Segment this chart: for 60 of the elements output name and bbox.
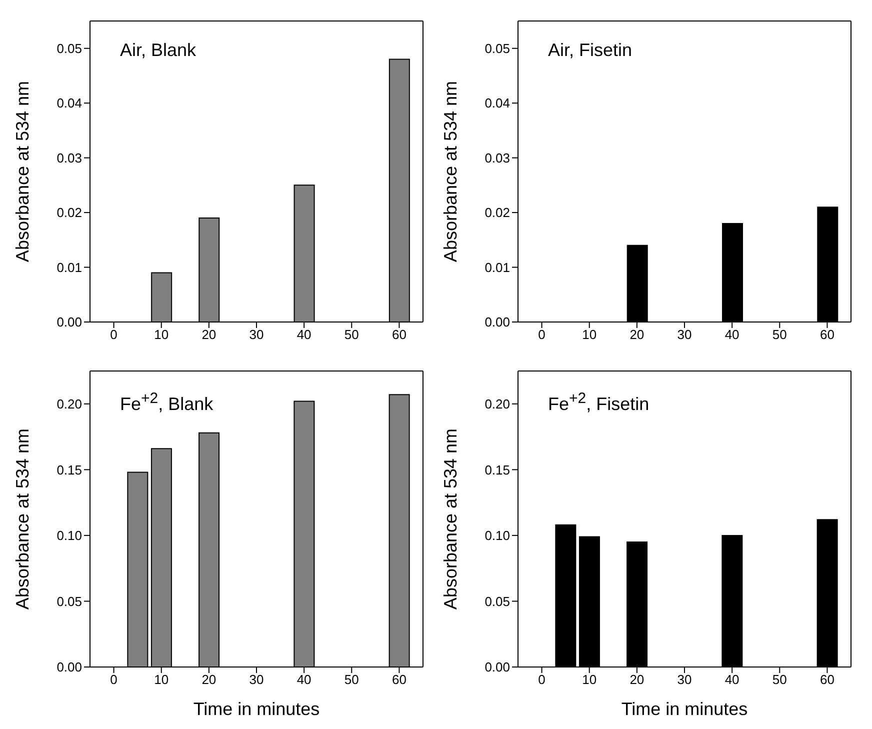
x-tick-label: 50	[344, 327, 359, 342]
x-tick-label: 50	[772, 327, 787, 342]
x-tick-label: 30	[249, 672, 264, 688]
x-tick-label: 30	[677, 327, 692, 342]
y-tick-label: 0.05	[484, 594, 510, 609]
x-tick-label: 10	[582, 327, 597, 342]
x-tick-label: 10	[154, 672, 169, 688]
x-tick-label: 30	[677, 672, 692, 688]
y-tick-label: 0.00	[56, 314, 82, 330]
x-tick-label: 40	[296, 327, 312, 342]
x-tick-label: 60	[392, 672, 406, 688]
y-tick-label: 0.03	[484, 150, 510, 166]
x-tick-label: 50	[344, 672, 359, 688]
annotation: Fe$^{+2}$, Blank	[120, 390, 214, 415]
x-tick-label: 40	[296, 672, 312, 688]
y-tick-label: 0.20	[56, 396, 82, 412]
x-axis-title: Time in minutes	[193, 699, 320, 719]
y-tick-label: 0.15	[484, 462, 510, 478]
y-axis-title: Absorbance at 534 nm	[440, 428, 460, 610]
x-tick-label: 60	[820, 327, 834, 342]
x-tick-label: 20	[202, 672, 216, 688]
x-tick-label: 0	[538, 327, 546, 342]
y-tick-label: 0.00	[484, 314, 510, 330]
y-tick-label: 0.05	[484, 40, 510, 56]
y-tick-label: 0.20	[484, 396, 510, 412]
y-tick-label: 0.15	[56, 462, 82, 478]
x-tick-label: 0	[110, 672, 118, 688]
y-axis-title: Absorbance at 534 nm	[440, 80, 460, 262]
x-tick-label: 30	[249, 327, 264, 342]
x-tick-label: 20	[630, 672, 644, 688]
x-tick-label: 60	[392, 327, 406, 342]
x-axis-title: Time in minutes	[621, 699, 748, 719]
y-axis-title: Absorbance at 534 nm	[12, 428, 32, 610]
y-tick-label: 0.01	[56, 260, 82, 275]
x-tick-label: 60	[820, 672, 834, 688]
x-tick-label: 40	[724, 672, 740, 688]
x-tick-label: 20	[202, 327, 216, 342]
y-tick-label: 0.02	[56, 205, 82, 220]
y-tick-label: 0.05	[56, 40, 82, 56]
x-tick-label: 50	[772, 672, 787, 688]
y-axis-title: Absorbance at 534 nm	[12, 80, 32, 262]
y-tick-label: 0.04	[484, 96, 510, 111]
y-tick-label: 0.04	[56, 96, 82, 111]
x-tick-label: 0	[538, 672, 546, 688]
y-tick-label: 0.01	[484, 260, 510, 275]
y-tick-label: 0.05	[56, 594, 82, 609]
y-tick-label: 0.03	[56, 150, 82, 166]
y-tick-label: 0.00	[56, 660, 82, 675]
x-tick-label: 0	[110, 327, 118, 342]
y-tick-label: 0.00	[484, 660, 510, 675]
y-tick-label: 0.10	[484, 528, 510, 544]
y-tick-label: 0.10	[56, 528, 82, 544]
annotation: Air, Fisetin	[548, 40, 632, 61]
x-tick-label: 40	[724, 327, 740, 342]
x-tick-label: 20	[630, 327, 644, 342]
x-tick-label: 10	[154, 327, 169, 342]
x-tick-label: 10	[582, 672, 597, 688]
annotation: Air, Blank	[120, 40, 196, 61]
y-tick-label: 0.02	[484, 205, 510, 220]
annotation: Fe$^{+2}$, Fisetin	[548, 390, 650, 415]
